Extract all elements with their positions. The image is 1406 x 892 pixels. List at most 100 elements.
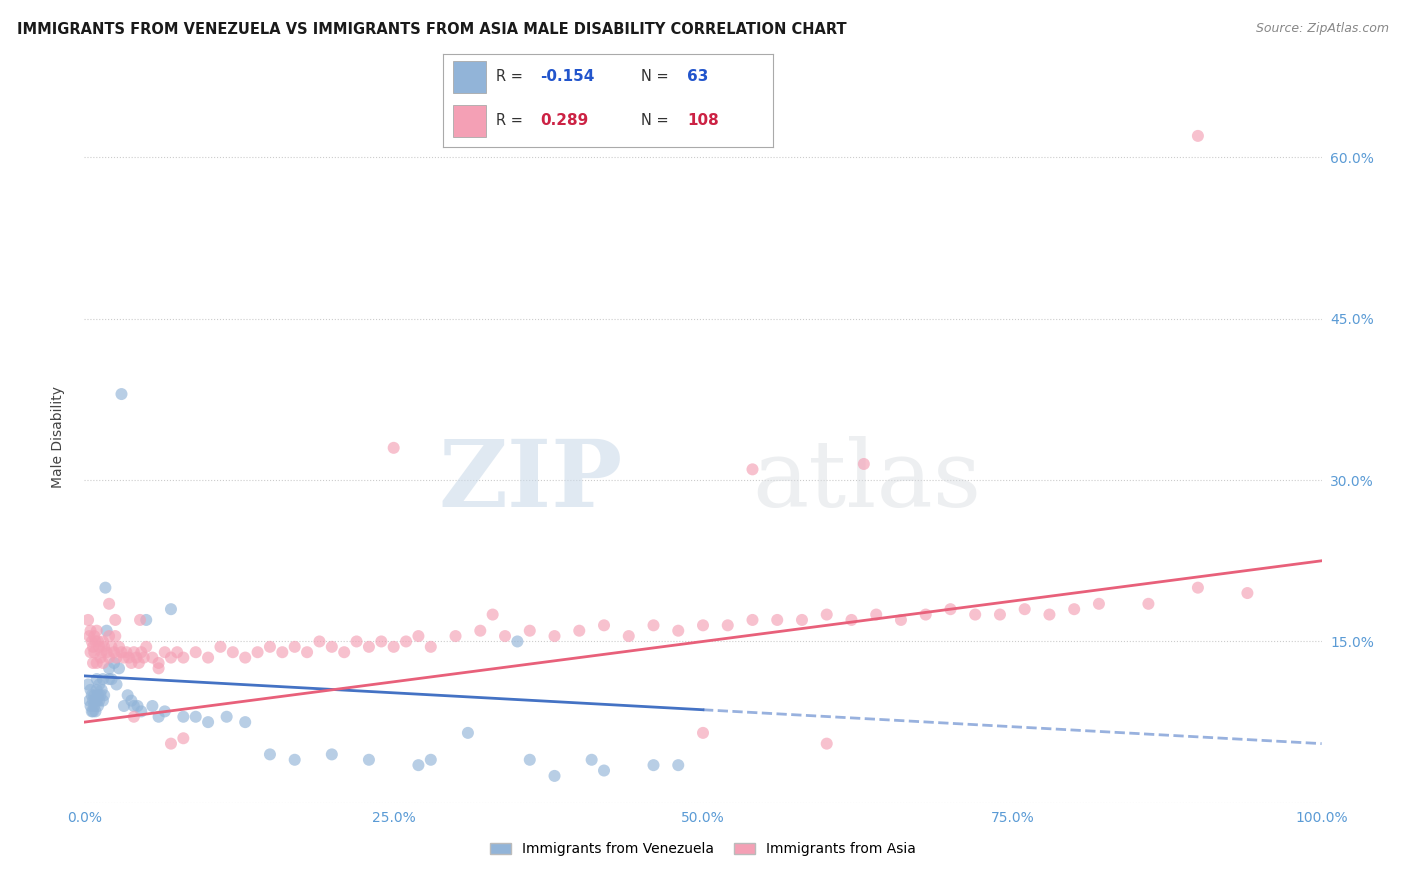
Point [129, 645, 152, 659]
Point [93, 640, 115, 654]
Point [1137, 597, 1160, 611]
Point [112, 698, 135, 713]
Point [83, 645, 105, 659]
Point [148, 656, 170, 670]
Point [96, 645, 118, 659]
Point [766, 613, 789, 627]
Point [91, 656, 114, 670]
Point [593, 764, 616, 778]
Point [543, 769, 565, 783]
Point [172, 650, 194, 665]
Point [79, 645, 101, 659]
Point [87, 634, 110, 648]
Point [86, 672, 108, 686]
Point [87, 698, 110, 713]
Point [215, 710, 238, 724]
Point [939, 602, 962, 616]
Text: N =: N = [641, 113, 673, 128]
Point [110, 387, 132, 401]
Point [129, 613, 152, 627]
Point [148, 661, 170, 675]
Point [115, 645, 138, 659]
Point [519, 624, 541, 638]
Point [120, 656, 142, 670]
Point [617, 629, 640, 643]
Point [581, 753, 603, 767]
Point [1236, 586, 1258, 600]
Point [382, 441, 405, 455]
Point [172, 731, 194, 746]
Point [77, 613, 100, 627]
Point [184, 710, 207, 724]
Point [82, 693, 104, 707]
Point [1088, 597, 1111, 611]
Point [408, 758, 430, 772]
Point [1063, 602, 1085, 616]
Point [83, 698, 105, 713]
Point [160, 737, 183, 751]
Point [141, 650, 163, 665]
Point [127, 698, 149, 713]
Point [100, 672, 122, 686]
Point [105, 650, 128, 665]
Point [408, 629, 430, 643]
Point [271, 645, 294, 659]
Point [135, 613, 157, 627]
Point [79, 682, 101, 697]
Point [914, 607, 936, 622]
Point [815, 737, 838, 751]
Point [112, 650, 135, 665]
Point [470, 624, 492, 638]
Point [295, 645, 318, 659]
Point [135, 640, 157, 654]
Point [160, 650, 183, 665]
Point [666, 758, 689, 772]
Point [98, 672, 121, 686]
Point [86, 624, 108, 638]
Bar [453, 105, 486, 136]
Text: N =: N = [641, 70, 673, 85]
Point [91, 672, 114, 686]
Point [122, 710, 145, 724]
Point [184, 645, 207, 659]
Point [444, 629, 467, 643]
Point [643, 618, 665, 632]
Point [308, 634, 330, 648]
Point [98, 661, 121, 675]
Point [357, 753, 380, 767]
Point [233, 650, 256, 665]
Point [84, 634, 107, 648]
Point [494, 629, 516, 643]
Point [692, 726, 714, 740]
Point [790, 613, 813, 627]
Point [593, 618, 616, 632]
Point [1187, 128, 1209, 143]
Y-axis label: Male Disability: Male Disability [51, 386, 65, 488]
Point [333, 645, 356, 659]
Point [1038, 607, 1060, 622]
Point [110, 645, 132, 659]
Point [108, 661, 131, 675]
Point [80, 688, 103, 702]
Point [89, 677, 111, 691]
Point [122, 698, 145, 713]
Point [86, 656, 108, 670]
Point [233, 715, 256, 730]
Point [519, 753, 541, 767]
Point [259, 747, 281, 762]
Point [965, 607, 987, 622]
Point [105, 677, 128, 691]
Point [103, 645, 125, 659]
Point [82, 705, 104, 719]
Point [90, 645, 112, 659]
Point [395, 634, 418, 648]
Point [98, 597, 121, 611]
Point [93, 688, 115, 702]
Point [741, 462, 763, 476]
Point [666, 624, 689, 638]
Point [166, 645, 188, 659]
Point [717, 618, 740, 632]
Text: atlas: atlas [752, 436, 981, 526]
Point [100, 640, 122, 654]
Point [82, 640, 104, 654]
